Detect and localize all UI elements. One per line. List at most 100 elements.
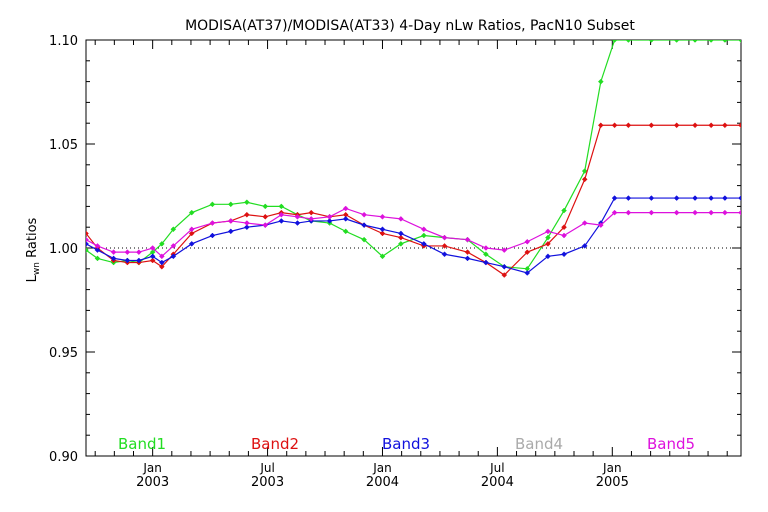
x-tick-month: Jul <box>489 461 504 475</box>
data-point-band2 <box>545 240 551 247</box>
data-point-band3 <box>244 224 250 231</box>
data-point-band1 <box>708 40 714 43</box>
x-tick-year: 2003 <box>251 475 284 490</box>
data-point-band2 <box>379 230 386 237</box>
data-point-band3 <box>149 253 156 260</box>
data-point-band5 <box>294 213 301 220</box>
data-point-band1 <box>379 253 386 260</box>
y-tick-label: 1.05 <box>49 138 78 153</box>
data-point-band3 <box>673 195 680 201</box>
data-point-band2 <box>398 234 404 241</box>
y-axis-label-main: L <box>25 274 40 282</box>
data-point-band5 <box>545 228 551 235</box>
data-point-band3 <box>483 259 489 266</box>
data-point-band5 <box>501 247 508 253</box>
data-point-band3 <box>420 240 427 247</box>
data-point-band3 <box>326 218 333 224</box>
data-point-band3 <box>94 247 101 253</box>
data-point-band3 <box>294 220 301 226</box>
data-point-band3 <box>86 240 89 247</box>
y-tick-label: 1.00 <box>49 242 78 257</box>
data-point-band5 <box>441 234 448 241</box>
legend-label-band4: Band4 <box>515 435 563 453</box>
data-point-band5 <box>398 216 404 222</box>
data-point-band5 <box>625 209 632 216</box>
data-point-band1 <box>692 40 698 43</box>
x-tick-month: Jan <box>372 461 392 475</box>
data-point-band1 <box>625 40 632 43</box>
data-point-band1 <box>262 203 269 210</box>
y-axis-label-rest: Ratios <box>25 217 40 262</box>
data-point-band5 <box>136 249 142 256</box>
series-band5 <box>86 205 741 260</box>
x-tick-year: 2003 <box>136 475 169 490</box>
data-point-band3 <box>188 240 195 247</box>
data-point-band5 <box>483 245 489 251</box>
data-point-band3 <box>464 255 471 262</box>
data-point-band3 <box>136 257 142 264</box>
data-point-band5 <box>464 236 471 243</box>
data-point-band5 <box>188 226 195 233</box>
data-point-band5 <box>673 209 680 216</box>
data-point-band5 <box>648 209 655 216</box>
data-point-band5 <box>738 209 741 216</box>
legend-label-band2: Band2 <box>251 435 299 453</box>
data-point-band2 <box>244 211 250 218</box>
data-point-band1 <box>611 40 618 43</box>
data-point-band5 <box>124 249 131 256</box>
data-point-band2 <box>611 122 618 129</box>
data-point-band5 <box>149 245 156 251</box>
data-point-band2 <box>722 122 728 129</box>
data-point-band3 <box>722 195 728 201</box>
data-point-band2 <box>597 122 604 129</box>
legend-label-band3: Band3 <box>382 435 430 453</box>
data-point-band5 <box>561 232 567 239</box>
data-point-band3 <box>398 230 404 237</box>
data-point-band5 <box>361 211 367 218</box>
data-point-band5 <box>379 213 386 220</box>
data-point-band1 <box>94 255 101 262</box>
x-tick-year: 2004 <box>366 475 399 490</box>
data-point-band2 <box>648 122 655 129</box>
data-point-band2 <box>561 224 567 231</box>
series-group <box>86 40 741 278</box>
data-point-band3 <box>227 228 234 235</box>
y-tick-label: 0.95 <box>49 346 78 361</box>
data-point-band1 <box>170 226 177 233</box>
data-point-band5 <box>326 213 333 220</box>
data-point-band1 <box>244 199 250 206</box>
x-tick-year: 2004 <box>481 475 514 490</box>
data-point-band3 <box>110 255 117 262</box>
x-tick-year: 2005 <box>596 475 629 490</box>
data-point-band3 <box>342 216 349 222</box>
data-point-band1 <box>581 168 588 174</box>
data-point-band2 <box>738 122 741 129</box>
data-point-band5 <box>597 222 604 228</box>
x-tick-month: Jul <box>259 461 274 475</box>
data-point-band1 <box>361 236 367 243</box>
data-point-band1 <box>209 201 216 208</box>
data-point-band5 <box>708 209 714 216</box>
data-point-band2 <box>464 249 471 256</box>
data-point-band5 <box>110 249 117 256</box>
data-point-band1 <box>597 78 604 85</box>
data-point-band2 <box>625 122 632 129</box>
data-point-band3 <box>524 270 531 276</box>
legend-label-band5: Band5 <box>647 435 695 453</box>
data-point-band2 <box>501 272 508 278</box>
chart-title: MODISA(AT37)/MODISA(AT33) 4-Day nLw Rati… <box>185 18 635 34</box>
data-point-band3 <box>278 218 285 224</box>
data-point-band5 <box>342 205 349 212</box>
data-point-band1 <box>561 207 567 214</box>
data-point-band3 <box>209 232 216 239</box>
data-point-band2 <box>262 213 269 220</box>
x-tick-month: Jan <box>142 461 162 475</box>
data-point-band3 <box>708 195 714 201</box>
data-point-band3 <box>648 195 655 201</box>
data-point-band1 <box>420 232 427 239</box>
data-point-band3 <box>170 253 177 260</box>
data-point-band3 <box>158 259 165 266</box>
data-point-band2 <box>158 263 165 270</box>
data-point-band5 <box>94 243 101 249</box>
y-axis-label-subscript: wn <box>32 262 42 275</box>
